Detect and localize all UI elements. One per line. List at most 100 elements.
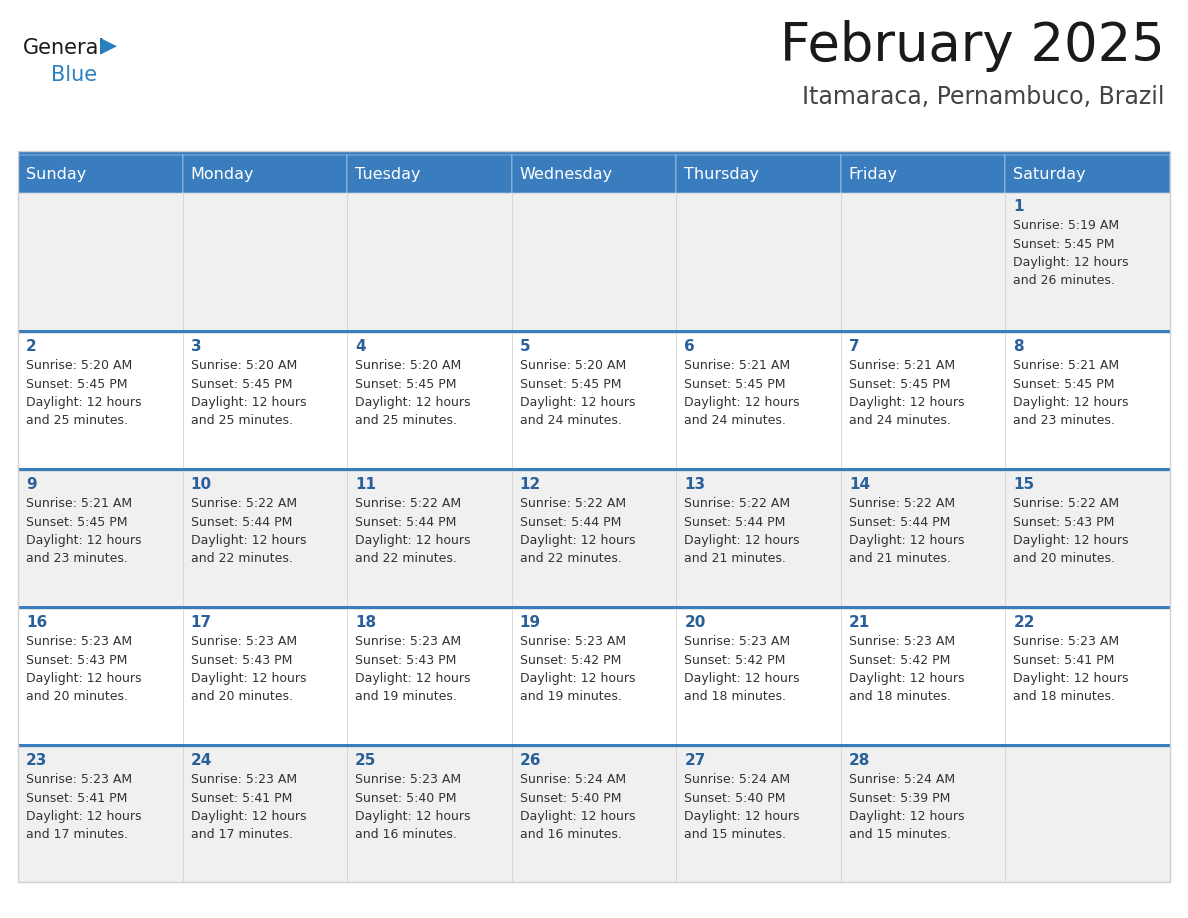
Text: and 18 minutes.: and 18 minutes. <box>849 690 950 703</box>
Text: and 18 minutes.: and 18 minutes. <box>684 690 786 703</box>
Bar <box>841 333 1005 468</box>
Text: 5: 5 <box>519 339 530 354</box>
Bar <box>347 193 512 330</box>
Bar <box>183 471 347 606</box>
Text: Daylight: 12 hours: Daylight: 12 hours <box>1013 396 1129 409</box>
Text: Sunset: 5:43 PM: Sunset: 5:43 PM <box>26 654 127 666</box>
Text: Sunset: 5:44 PM: Sunset: 5:44 PM <box>190 516 292 529</box>
Bar <box>1005 609 1170 744</box>
Bar <box>676 193 841 330</box>
Text: and 20 minutes.: and 20 minutes. <box>1013 553 1116 565</box>
Text: Daylight: 12 hours: Daylight: 12 hours <box>849 672 965 685</box>
Text: and 22 minutes.: and 22 minutes. <box>355 553 457 565</box>
Text: Sunrise: 5:21 AM: Sunrise: 5:21 AM <box>26 497 132 510</box>
Text: and 21 minutes.: and 21 minutes. <box>684 553 786 565</box>
Bar <box>183 609 347 744</box>
Text: Sunset: 5:40 PM: Sunset: 5:40 PM <box>684 791 785 804</box>
Text: Sunrise: 5:24 AM: Sunrise: 5:24 AM <box>849 773 955 786</box>
Text: Daylight: 12 hours: Daylight: 12 hours <box>26 810 141 823</box>
Text: 19: 19 <box>519 615 541 630</box>
Text: Sunset: 5:41 PM: Sunset: 5:41 PM <box>26 791 127 804</box>
Text: and 15 minutes.: and 15 minutes. <box>849 829 950 842</box>
Text: Sunrise: 5:21 AM: Sunrise: 5:21 AM <box>849 359 955 372</box>
Bar <box>841 471 1005 606</box>
Text: Sunrise: 5:23 AM: Sunrise: 5:23 AM <box>849 635 955 648</box>
Text: Saturday: Saturday <box>1013 166 1086 182</box>
Bar <box>841 609 1005 744</box>
Text: and 17 minutes.: and 17 minutes. <box>26 829 128 842</box>
Text: Sunrise: 5:23 AM: Sunrise: 5:23 AM <box>519 635 626 648</box>
Text: and 25 minutes.: and 25 minutes. <box>190 415 292 428</box>
Text: Sunrise: 5:22 AM: Sunrise: 5:22 AM <box>684 497 790 510</box>
Text: 18: 18 <box>355 615 377 630</box>
Text: Sunset: 5:45 PM: Sunset: 5:45 PM <box>355 377 456 390</box>
Text: 6: 6 <box>684 339 695 354</box>
Bar <box>347 609 512 744</box>
Text: and 17 minutes.: and 17 minutes. <box>190 829 292 842</box>
Text: Sunset: 5:42 PM: Sunset: 5:42 PM <box>849 654 950 666</box>
Bar <box>512 333 676 468</box>
Bar <box>512 155 676 193</box>
Text: Daylight: 12 hours: Daylight: 12 hours <box>355 396 470 409</box>
Text: and 23 minutes.: and 23 minutes. <box>1013 415 1116 428</box>
Text: Daylight: 12 hours: Daylight: 12 hours <box>519 672 636 685</box>
Text: 8: 8 <box>1013 339 1024 354</box>
Text: Sunset: 5:45 PM: Sunset: 5:45 PM <box>26 516 127 529</box>
Text: Daylight: 12 hours: Daylight: 12 hours <box>355 810 470 823</box>
Text: February 2025: February 2025 <box>781 20 1165 72</box>
Text: Sunset: 5:45 PM: Sunset: 5:45 PM <box>519 377 621 390</box>
Bar <box>676 609 841 744</box>
Text: Daylight: 12 hours: Daylight: 12 hours <box>684 396 800 409</box>
Text: 21: 21 <box>849 615 870 630</box>
Bar <box>18 609 183 744</box>
Text: 17: 17 <box>190 615 211 630</box>
Bar <box>1005 471 1170 606</box>
Bar <box>1005 333 1170 468</box>
Text: Sunset: 5:43 PM: Sunset: 5:43 PM <box>355 654 456 666</box>
Bar <box>18 744 1170 747</box>
Text: Sunrise: 5:23 AM: Sunrise: 5:23 AM <box>190 635 297 648</box>
Text: Sunset: 5:45 PM: Sunset: 5:45 PM <box>1013 238 1114 251</box>
Text: 2: 2 <box>26 339 37 354</box>
Text: Sunset: 5:45 PM: Sunset: 5:45 PM <box>190 377 292 390</box>
Bar <box>676 471 841 606</box>
Text: and 22 minutes.: and 22 minutes. <box>190 553 292 565</box>
Text: Daylight: 12 hours: Daylight: 12 hours <box>519 396 636 409</box>
Text: and 25 minutes.: and 25 minutes. <box>355 415 457 428</box>
Text: and 16 minutes.: and 16 minutes. <box>519 829 621 842</box>
Text: 28: 28 <box>849 753 871 768</box>
Text: Sunrise: 5:22 AM: Sunrise: 5:22 AM <box>355 497 461 510</box>
Text: Daylight: 12 hours: Daylight: 12 hours <box>684 534 800 547</box>
Text: Sunrise: 5:24 AM: Sunrise: 5:24 AM <box>519 773 626 786</box>
Bar <box>183 747 347 882</box>
Text: Itamaraca, Pernambuco, Brazil: Itamaraca, Pernambuco, Brazil <box>803 85 1165 109</box>
Text: 14: 14 <box>849 477 870 492</box>
Text: Daylight: 12 hours: Daylight: 12 hours <box>355 672 470 685</box>
Bar <box>841 155 1005 193</box>
Text: Sunrise: 5:22 AM: Sunrise: 5:22 AM <box>849 497 955 510</box>
Text: 26: 26 <box>519 753 542 768</box>
Bar <box>18 468 1170 471</box>
Text: Daylight: 12 hours: Daylight: 12 hours <box>190 672 307 685</box>
Bar <box>18 747 183 882</box>
Text: 4: 4 <box>355 339 366 354</box>
Text: Sunset: 5:45 PM: Sunset: 5:45 PM <box>849 377 950 390</box>
Text: and 16 minutes.: and 16 minutes. <box>355 829 457 842</box>
Text: Sunset: 5:44 PM: Sunset: 5:44 PM <box>519 516 621 529</box>
Text: Sunset: 5:39 PM: Sunset: 5:39 PM <box>849 791 950 804</box>
Text: Daylight: 12 hours: Daylight: 12 hours <box>519 534 636 547</box>
Text: Sunrise: 5:23 AM: Sunrise: 5:23 AM <box>355 773 461 786</box>
Text: Daylight: 12 hours: Daylight: 12 hours <box>1013 672 1129 685</box>
Text: 12: 12 <box>519 477 541 492</box>
Bar <box>18 606 1170 609</box>
Text: Sunset: 5:43 PM: Sunset: 5:43 PM <box>190 654 292 666</box>
Text: 7: 7 <box>849 339 859 354</box>
Text: Sunset: 5:42 PM: Sunset: 5:42 PM <box>519 654 621 666</box>
Text: and 18 minutes.: and 18 minutes. <box>1013 690 1116 703</box>
Text: Sunset: 5:45 PM: Sunset: 5:45 PM <box>26 377 127 390</box>
Text: Sunrise: 5:20 AM: Sunrise: 5:20 AM <box>190 359 297 372</box>
Bar <box>676 333 841 468</box>
Bar <box>512 471 676 606</box>
Bar <box>512 609 676 744</box>
Text: Sunset: 5:44 PM: Sunset: 5:44 PM <box>355 516 456 529</box>
